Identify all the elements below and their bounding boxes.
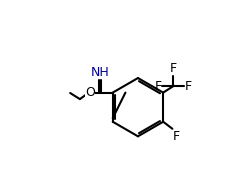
Text: O: O [85,86,95,99]
Text: F: F [154,80,162,93]
Text: NH: NH [90,66,109,79]
Text: F: F [185,80,192,93]
Text: F: F [170,62,177,75]
Text: F: F [173,130,180,143]
